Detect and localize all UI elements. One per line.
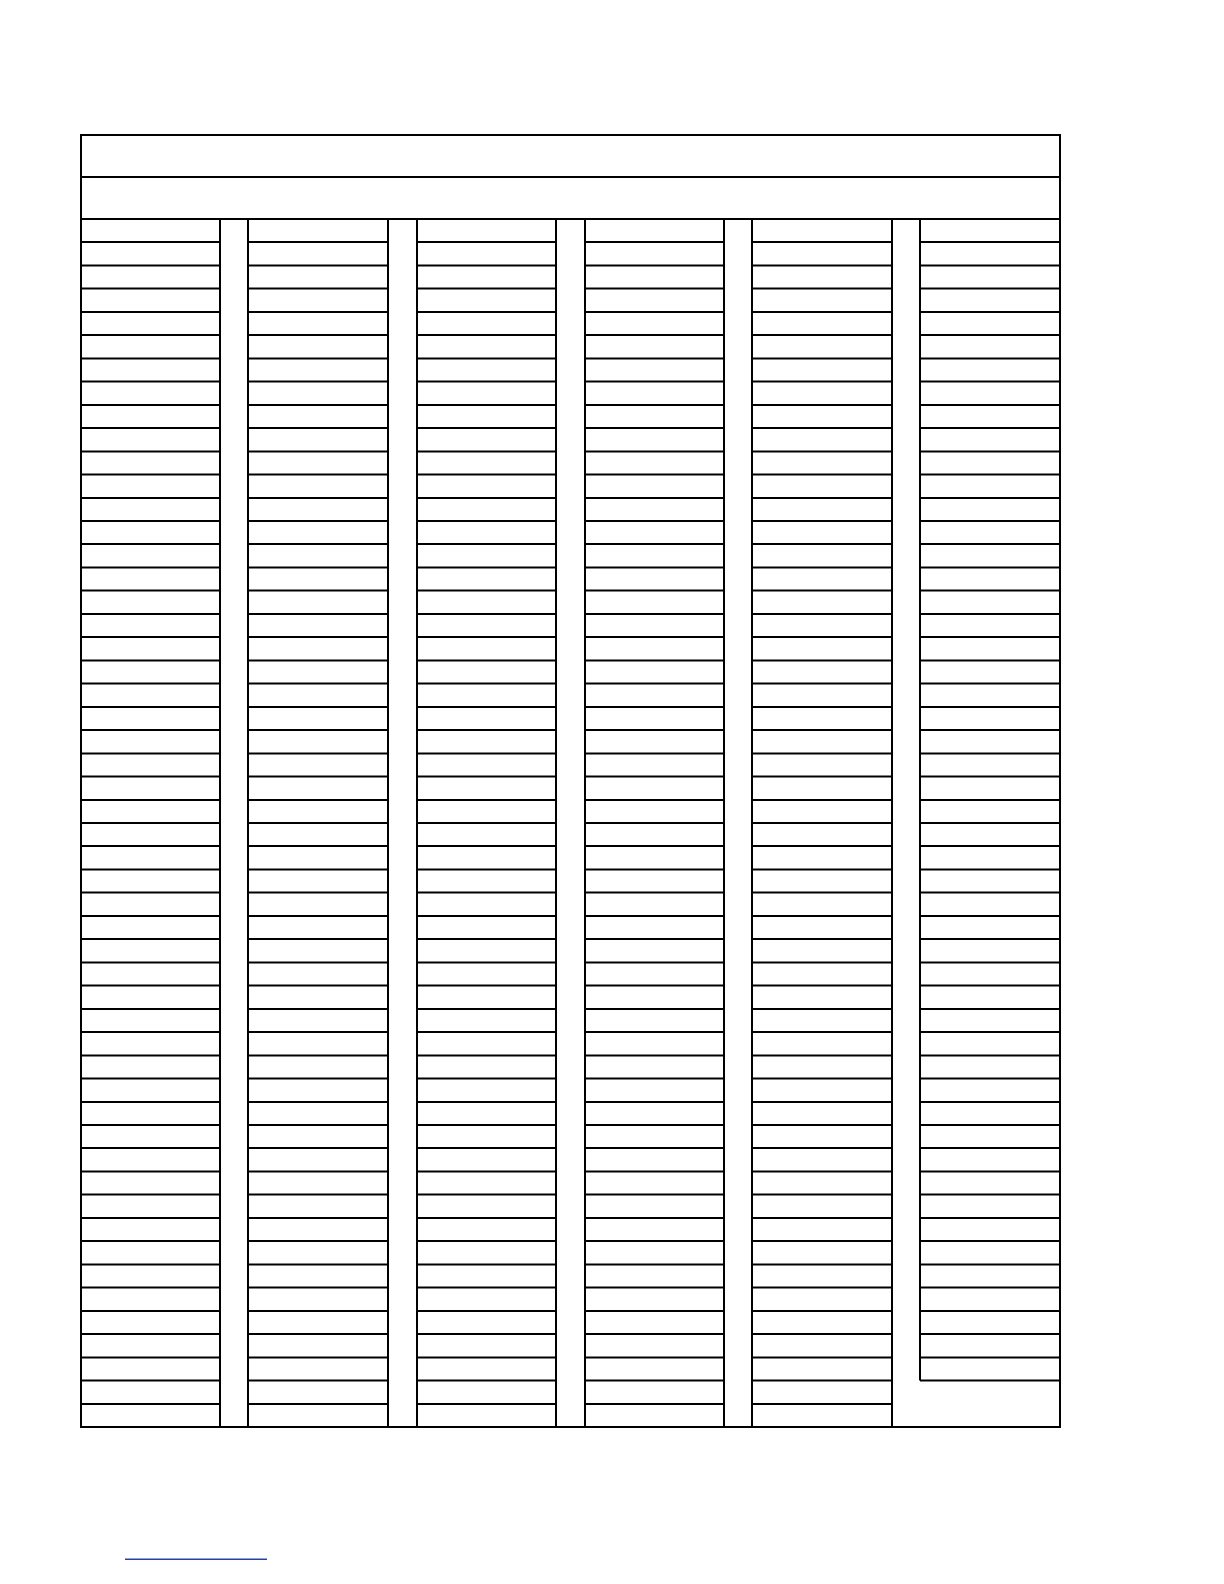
form-border [80, 134, 1061, 1428]
